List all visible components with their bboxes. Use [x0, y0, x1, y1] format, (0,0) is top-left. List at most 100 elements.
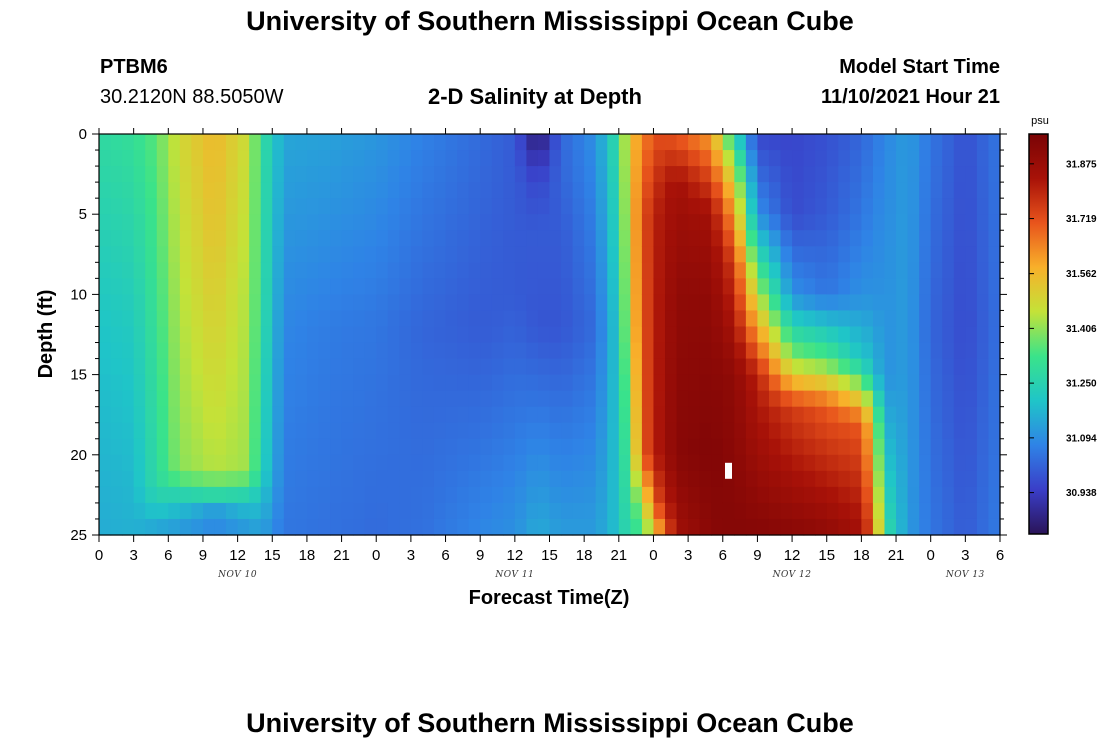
heatmap-cell [99, 422, 112, 440]
heatmap-cell [341, 278, 354, 295]
heatmap-cell [168, 390, 181, 408]
heatmap-cell [699, 422, 712, 440]
heatmap-cell [688, 486, 701, 504]
heatmap-cell [826, 198, 839, 215]
heatmap-cell [191, 246, 204, 263]
heatmap-cell [584, 502, 597, 520]
colorbar-tick-label: 31.875 [1066, 159, 1097, 170]
x-axis: 0 3 6 9 12 15 18 21 0 3 6 9 12 15 18 21 0 3 6 9 12 15 18 21 0 3 6 [95, 128, 1004, 564]
heatmap-cell [815, 422, 828, 440]
heatmap-cell [99, 358, 112, 376]
heatmap-cell [191, 230, 204, 247]
heatmap-cell [295, 358, 308, 376]
heatmap-cell [122, 310, 135, 328]
heatmap-cell [722, 262, 735, 279]
heatmap-cell [537, 198, 551, 215]
heatmap-cell [99, 294, 112, 312]
heatmap-cell [191, 454, 204, 472]
heatmap-cell [145, 502, 158, 520]
heatmap-cell [353, 518, 366, 536]
heatmap-cell [503, 518, 516, 536]
heatmap-cell [457, 454, 470, 472]
heatmap-cell [122, 134, 135, 151]
heatmap-cell [584, 486, 597, 504]
heatmap-cell [480, 422, 493, 440]
heatmap-cell [896, 262, 909, 279]
heatmap-cell [803, 326, 816, 344]
heatmap-cell [249, 454, 262, 472]
heatmap-cell [295, 230, 308, 247]
heatmap-cell [745, 294, 759, 312]
heatmap-cell [595, 166, 608, 183]
heatmap-cell [272, 406, 285, 424]
heatmap-cell [226, 278, 239, 295]
heatmap-cell [433, 262, 447, 279]
heatmap-cell [537, 166, 551, 183]
heatmap-cell [561, 278, 574, 295]
heatmap-cell [768, 454, 782, 472]
heatmap-cell [849, 198, 862, 215]
heatmap-cell [110, 518, 123, 536]
heatmap-cell [318, 182, 331, 199]
heatmap-cell [872, 454, 886, 472]
heatmap-cell [491, 502, 504, 520]
heatmap-cell [699, 342, 712, 360]
heatmap-cell [410, 502, 424, 520]
heatmap-cell [260, 230, 273, 247]
heatmap-cell [318, 502, 331, 520]
heatmap-cell [768, 518, 782, 536]
heatmap-cell [168, 358, 181, 376]
heatmap-cell [353, 438, 366, 456]
heatmap-cell [237, 358, 250, 376]
heatmap-cell [549, 438, 562, 456]
heatmap-cell [896, 134, 909, 151]
heatmap-cell [503, 390, 516, 408]
heatmap-cell [942, 294, 955, 312]
heatmap-cell [780, 134, 793, 151]
heatmap-cell [156, 214, 169, 231]
heatmap-cell [861, 150, 874, 167]
heatmap-cell [191, 422, 204, 440]
heatmap-cell [630, 294, 643, 312]
heatmap-cell [572, 198, 585, 215]
heatmap-cell [595, 278, 608, 295]
heatmap-cell [376, 406, 389, 424]
heatmap-cell [283, 246, 296, 263]
heatmap-cell [99, 374, 112, 392]
heatmap-cell [468, 358, 481, 376]
heatmap-cell [768, 390, 782, 408]
heatmap-cell [110, 198, 123, 215]
heatmap-cell [965, 262, 978, 279]
heatmap-cell [953, 470, 966, 488]
heatmap-cell [641, 470, 655, 488]
heatmap-cell [526, 166, 539, 183]
heatmap-cell [122, 374, 135, 392]
heatmap-cell [306, 294, 320, 312]
heatmap-cell [572, 390, 585, 408]
heatmap-cell [676, 406, 689, 424]
heatmap-cell [480, 502, 493, 520]
heatmap-cell [191, 326, 204, 344]
heatmap-cell [480, 166, 493, 183]
heatmap-cell [607, 182, 620, 199]
heatmap-cell [792, 342, 805, 360]
heatmap-cell [214, 502, 227, 520]
heatmap-cell [584, 422, 597, 440]
heatmap-cell [410, 278, 424, 295]
heatmap-cell [896, 470, 909, 488]
heatmap-cell [965, 326, 978, 344]
heatmap-cell [976, 278, 990, 295]
heatmap-cell [283, 134, 296, 151]
heatmap-cell [179, 374, 193, 392]
heatmap-cell [526, 278, 539, 295]
heatmap-cell [676, 182, 689, 199]
heatmap-cell [884, 406, 897, 424]
heatmap-cell [295, 438, 308, 456]
heatmap-cell [295, 134, 308, 151]
heatmap-cell [399, 438, 412, 456]
heatmap-cell [122, 454, 135, 472]
heatmap-cell [433, 214, 447, 231]
heatmap-cell [272, 278, 285, 295]
heatmap-cell [445, 374, 458, 392]
heatmap-cell [179, 134, 193, 151]
